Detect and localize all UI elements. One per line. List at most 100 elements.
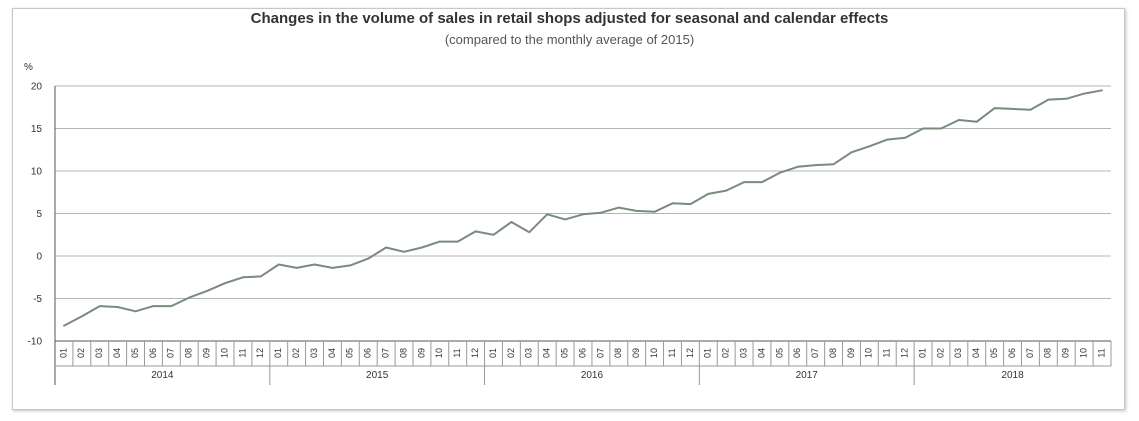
data-point xyxy=(1047,98,1050,101)
data-point xyxy=(778,171,781,174)
x-tick-month-label: 03 xyxy=(309,348,319,358)
data-point xyxy=(761,181,763,183)
x-tick-month-label: 09 xyxy=(202,348,212,358)
x-tick-month-label: 07 xyxy=(1025,348,1035,358)
data-point xyxy=(313,263,316,266)
data-point xyxy=(331,267,334,269)
data-point xyxy=(993,107,996,109)
x-tick-year-label: 2015 xyxy=(366,370,389,381)
data-point xyxy=(242,276,244,279)
x-tick-month-label: 05 xyxy=(130,348,140,358)
data-point xyxy=(63,324,65,327)
x-tick-month-label: 11 xyxy=(667,348,677,357)
x-tick-month-label: 01 xyxy=(488,348,498,358)
data-point xyxy=(707,193,710,195)
data-point xyxy=(1065,97,1068,100)
data-point xyxy=(564,218,567,221)
data-point xyxy=(98,305,101,308)
x-tick-month-label: 03 xyxy=(94,348,104,358)
x-tick-month-label: 03 xyxy=(738,348,748,358)
data-point xyxy=(1101,89,1103,92)
series-line xyxy=(63,89,1103,327)
data-point xyxy=(295,267,298,269)
data-point xyxy=(957,119,960,121)
data-point xyxy=(528,231,531,234)
data-point xyxy=(796,165,799,168)
data-point xyxy=(403,250,405,253)
data-point xyxy=(224,282,226,285)
x-tick-month-label: 08 xyxy=(828,348,838,358)
x-tick-month-label: 01 xyxy=(273,348,283,358)
data-point xyxy=(975,120,978,123)
chart-title: Changes in the volume of sales in retail… xyxy=(250,10,889,27)
x-tick-month-label: 10 xyxy=(649,348,659,358)
data-point xyxy=(904,136,907,139)
data-point xyxy=(850,151,853,154)
x-tick-month-label: 04 xyxy=(327,348,337,358)
data-point xyxy=(277,263,280,266)
x-tick-month-label: 04 xyxy=(112,348,122,358)
data-point xyxy=(689,203,692,206)
data-point xyxy=(456,240,459,243)
data-point xyxy=(617,206,620,209)
data-point xyxy=(170,305,173,308)
x-tick-month-label: 05 xyxy=(989,348,999,358)
x-tick-month-label: 08 xyxy=(184,348,194,358)
x-tick-month-label: 11 xyxy=(882,348,892,357)
data-point xyxy=(474,230,477,233)
data-point xyxy=(868,145,871,148)
data-point xyxy=(653,210,656,213)
x-tick-month-label: 09 xyxy=(846,348,856,358)
x-tick-month-label: 05 xyxy=(345,348,355,358)
data-point xyxy=(367,257,370,260)
grid-lines xyxy=(54,85,1111,385)
x-tick-month-label: 04 xyxy=(756,348,766,358)
data-point xyxy=(599,211,602,214)
x-tick-month-label: 08 xyxy=(613,348,623,358)
x-tick-month-label: 07 xyxy=(595,348,605,358)
data-point xyxy=(1029,108,1032,111)
x-tick-month-label: 10 xyxy=(1079,348,1089,358)
y-tick-label: 0 xyxy=(36,252,42,263)
x-tick-month-label: 06 xyxy=(577,348,587,358)
data-point xyxy=(492,233,495,236)
data-point xyxy=(1011,108,1014,110)
y-axis-label: % xyxy=(24,62,33,73)
data-point xyxy=(421,246,423,249)
x-tick-month-label: 06 xyxy=(148,348,158,358)
data-point xyxy=(832,163,835,166)
y-tick-label: 5 xyxy=(36,209,42,220)
x-tick-month-label: 12 xyxy=(470,348,480,358)
x-tick-month-label: 05 xyxy=(774,348,784,358)
y-tick-label: -5 xyxy=(33,294,42,305)
data-point xyxy=(743,181,745,183)
data-point xyxy=(152,305,155,308)
data-point xyxy=(188,296,191,299)
data-point xyxy=(206,289,209,292)
x-tick-year-label: 2017 xyxy=(796,370,819,381)
data-point xyxy=(671,202,674,205)
x-tick-month-label: 08 xyxy=(398,348,408,358)
x-tick-month-label: 02 xyxy=(721,348,731,358)
x-tick-month-label: 12 xyxy=(685,348,695,358)
data-point xyxy=(349,264,352,267)
x-tick-month-label: 03 xyxy=(524,348,534,358)
x-tick-month-label: 06 xyxy=(1007,348,1017,358)
x-tick-month-label: 02 xyxy=(506,348,516,358)
x-tick-month-label: 02 xyxy=(76,348,86,358)
x-tick-month-label: 08 xyxy=(1043,348,1053,358)
x-tick-month-label: 12 xyxy=(900,348,910,358)
data-point xyxy=(814,164,817,166)
data-point xyxy=(725,189,728,192)
x-tick-month-label: 06 xyxy=(792,348,802,358)
x-tick-month-label: 10 xyxy=(864,348,874,358)
data-point xyxy=(385,246,388,249)
data-point xyxy=(886,138,889,141)
y-tick-label: 20 xyxy=(31,82,43,93)
chart-frame xyxy=(12,8,1125,410)
x-tick-month-label: 10 xyxy=(434,348,444,358)
x-tick-month-label: 09 xyxy=(631,348,641,358)
data-point xyxy=(922,127,924,130)
x-tick-month-label: 11 xyxy=(1096,348,1106,357)
data-point xyxy=(546,213,549,216)
